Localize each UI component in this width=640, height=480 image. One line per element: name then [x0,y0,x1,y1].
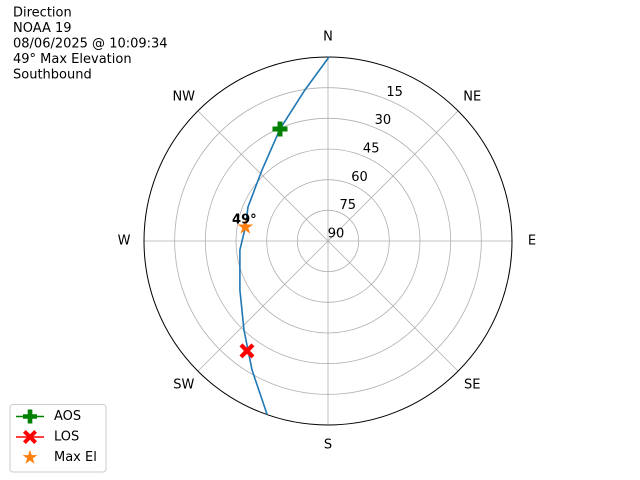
track-line [239,56,330,415]
theta-tick-label: SW [173,378,194,393]
grid-spoke [327,240,459,372]
r-tick-label: 30 [375,113,392,128]
title-line: 49° Max Elevation [13,52,132,67]
theta-tick-label: S [324,438,332,453]
title-line: Direction [13,6,72,21]
title-line: Southbound [13,68,92,83]
legend-label: Max El [54,450,97,465]
theta-tick-label: W [118,234,131,249]
title-line: NOAA 19 [13,21,72,36]
legend-label: LOS [54,430,79,445]
legend-marker [22,449,38,464]
grid-spoke [327,110,459,242]
annotation: 49° [232,213,257,228]
theta-tick-label: NE [463,89,481,104]
title-line: 08/06/2025 @ 10:09:34 [13,37,168,52]
theta-tick-label: NW [172,89,195,104]
theta-tick-label: E [528,234,536,249]
theta-tick-label: SE [464,378,480,393]
r-tick-label: 75 [339,198,356,213]
legend-label: AOS [54,409,81,424]
theta-tick-label: N [323,30,333,45]
legend-marker [23,409,37,424]
marker [237,218,254,234]
marker [239,343,255,359]
grid-spoke [197,240,329,372]
r-tick-label: 45 [363,142,380,157]
grid-spoke [197,110,329,242]
polar-spine [143,56,513,426]
r-tick-label: 90 [328,227,345,242]
r-tick-label: 60 [351,170,368,185]
r-tick-label: 15 [386,85,403,100]
marker [272,121,288,137]
legend-marker [23,430,37,444]
